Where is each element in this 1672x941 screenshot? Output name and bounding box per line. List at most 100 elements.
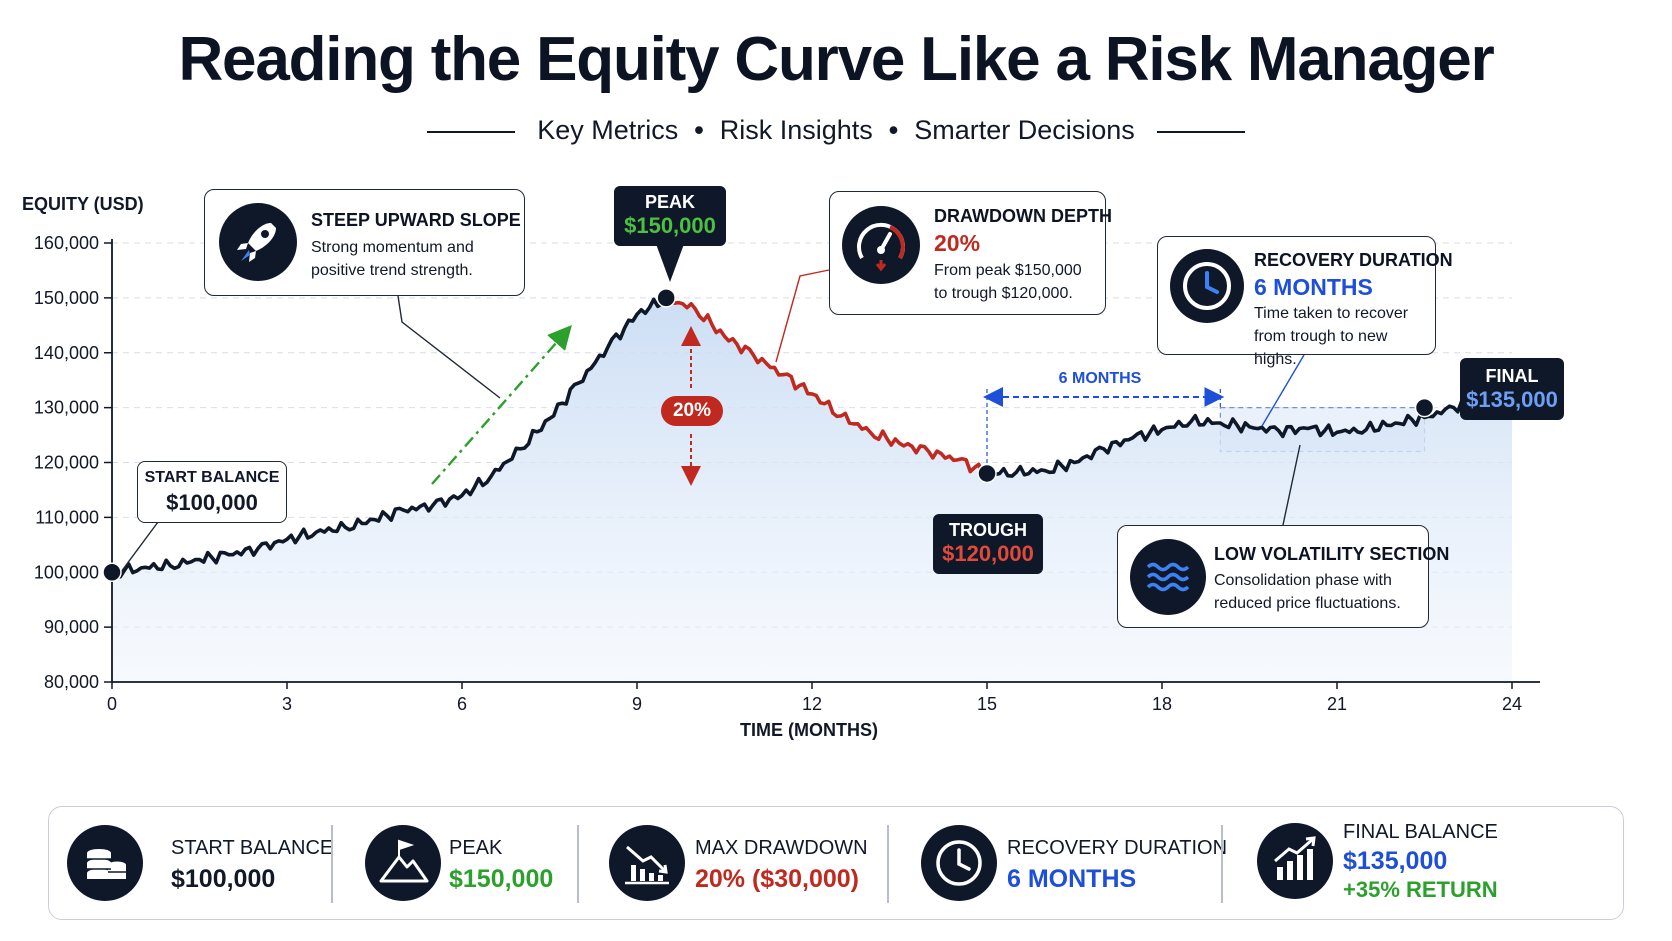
drawdown-callout-leader xyxy=(775,269,830,363)
start-balance-value: $100,000 xyxy=(166,490,258,515)
final-tag-value: $135,000 xyxy=(1466,387,1558,412)
clock-icon xyxy=(1170,249,1244,323)
x-tick-label: 24 xyxy=(1502,694,1522,714)
gauge-icon xyxy=(842,206,920,284)
peak-tag-label: PEAK xyxy=(644,192,695,212)
final-tag-label: FINAL xyxy=(1485,366,1539,386)
final-tag: FINAL $135,000 xyxy=(1460,358,1564,420)
slope-arrow xyxy=(431,324,572,485)
x-tick-label: 12 xyxy=(802,694,822,714)
y-tick-label: 100,000 xyxy=(34,562,99,582)
subtitle: Key Metrics • Risk Insights • Smarter Decisi… xyxy=(0,110,1672,150)
summary-recovery-value: 6 MONTHS xyxy=(1007,865,1137,893)
peak-tag-pointer xyxy=(656,244,684,282)
callout-drawdown-depth: DRAWDOWN DEPTH 20% From peak $150,000 to… xyxy=(829,191,1112,315)
recovery-span-label: 6 MONTHS xyxy=(1058,370,1142,387)
subtitle-item-decisions: Smarter Decisions xyxy=(914,115,1135,145)
start-balance-title: START BALANCE xyxy=(144,469,280,486)
chart-axes: 80,000 90,000 100,000 110,000 120,000 130,000… xyxy=(34,233,1540,714)
y-tick-label: 80,000 xyxy=(44,672,99,692)
summary-start-label: START BALANCE xyxy=(171,837,334,859)
callout-recovery-text: Time taken to recover from trough to new… xyxy=(1254,305,1409,368)
mountain-flag-icon xyxy=(365,825,441,901)
summary-final-balance: FINAL BALANCE $135,000 +35% RETURN xyxy=(1257,807,1587,921)
y-tick-label: 150,000 xyxy=(34,288,99,308)
slope-callout-leader xyxy=(397,295,501,399)
falling-chart-icon xyxy=(609,825,685,901)
recovery-callout-leader xyxy=(1261,354,1305,427)
summary-start-value: $100,000 xyxy=(171,865,276,893)
summary-peak-label: PEAK xyxy=(449,837,503,859)
callout-recovery-value: 6 MONTHS xyxy=(1254,274,1373,300)
coins-icon xyxy=(67,825,143,901)
page-title: Reading the Equity Curve Like a Risk Man… xyxy=(178,25,1494,94)
final-point xyxy=(1414,397,1435,418)
summary-peak-value: $150,000 xyxy=(449,865,554,893)
summary-final-value: $135,000 xyxy=(1343,847,1448,875)
start-balance-label: START BALANCE $100,000 xyxy=(137,461,287,523)
summary-bar: START BALANCE $100,000 PEAK $150,000 MAX… xyxy=(48,806,1624,920)
trough-tag-value: $120,000 xyxy=(942,541,1034,566)
drawdown-badge: 20% xyxy=(661,396,723,426)
y-tick-label: 120,000 xyxy=(34,453,99,473)
equity-line-recovery xyxy=(986,376,1514,478)
peak-point xyxy=(656,288,676,308)
equity-line-rise xyxy=(110,296,668,579)
y-tick-label: 90,000 xyxy=(44,617,99,637)
x-tick-label: 0 xyxy=(107,694,117,714)
waves-icon xyxy=(1130,539,1206,615)
summary-divider xyxy=(1221,825,1223,903)
y-tick-label: 130,000 xyxy=(34,398,99,418)
summary-recovery: RECOVERY DURATION 6 MONTHS xyxy=(921,807,1227,921)
subtitle-item-insights: Risk Insights xyxy=(719,115,873,145)
chart-annotations xyxy=(117,269,1305,577)
y-axis-label: EQUITY (USD) xyxy=(22,194,144,214)
summary-divider xyxy=(577,825,579,903)
callout-lowvol-text: Consolidation phase with reduced price f… xyxy=(1214,572,1401,612)
summary-drawdown-label: MAX DRAWDOWN xyxy=(695,837,868,859)
subtitle-dot: • xyxy=(694,115,704,145)
callout-drawdown-title: DRAWDOWN DEPTH xyxy=(934,206,1112,226)
start-callout-leader xyxy=(117,521,159,577)
x-tick-label: 18 xyxy=(1152,694,1172,714)
subtitle-rule-left xyxy=(427,130,516,133)
summary-divider xyxy=(331,825,333,903)
y-tick-label: 110,000 xyxy=(35,507,99,527)
peak-tag-value: $150,000 xyxy=(624,213,716,238)
trough-tag-label: TROUGH xyxy=(949,520,1027,540)
y-tick-label: 140,000 xyxy=(34,343,99,363)
callout-drawdown-value: 20% xyxy=(934,230,981,256)
clock-icon xyxy=(921,825,997,901)
x-tick-label: 9 xyxy=(632,694,642,714)
trough-point xyxy=(977,463,997,484)
callout-drawdown-text: From peak $150,000 to trough $120,000. xyxy=(934,262,1082,302)
x-tick-label: 6 xyxy=(457,694,467,714)
trough-tag: TROUGH $120,000 xyxy=(933,514,1043,574)
subtitle-dot: • xyxy=(888,115,899,145)
lowvol-callout-leader xyxy=(1282,444,1301,526)
callout-lowvol-title: LOW VOLATILITY SECTION xyxy=(1214,544,1450,564)
callout-steep-slope-title: STEEP UPWARD SLOPE xyxy=(311,210,521,230)
summary-start-balance: START BALANCE $100,000 xyxy=(67,807,333,921)
callout-steep-slope: STEEP UPWARD SLOPE Strong momentum and p… xyxy=(204,189,525,296)
summary-drawdown-value: 20% ($30,000) xyxy=(695,865,860,893)
x-axis-label: TIME (MONTHS) xyxy=(740,720,878,740)
summary-peak: PEAK $150,000 xyxy=(365,807,595,921)
subtitle-item-metrics: Key Metrics xyxy=(537,115,679,145)
callout-recovery-duration: RECOVERY DURATION 6 MONTHS Time taken to… xyxy=(1157,236,1453,368)
rocket-icon xyxy=(219,203,297,281)
subtitle-rule-right xyxy=(1156,130,1245,133)
rising-chart-icon xyxy=(1257,823,1333,899)
x-tick-label: 3 xyxy=(282,694,292,714)
summary-recovery-label: RECOVERY DURATION xyxy=(1007,837,1228,859)
callout-steep-slope-text: Strong momentum and positive trend stren… xyxy=(311,239,474,279)
equity-chart: 80,000 90,000 100,000 110,000 120,000 130,000… xyxy=(22,194,1540,740)
x-tick-label: 15 xyxy=(977,694,997,714)
summary-final-label: FINAL BALANCE xyxy=(1343,821,1498,843)
y-tick-label: 160,000 xyxy=(34,233,99,253)
callout-recovery-title: RECOVERY DURATION xyxy=(1254,250,1453,270)
chart-points xyxy=(102,288,1435,582)
callout-low-volatility: LOW VOLATILITY SECTION Consolidation pha… xyxy=(1117,525,1449,628)
start-point xyxy=(102,562,122,582)
peak-tag: PEAK $150,000 xyxy=(614,186,726,246)
